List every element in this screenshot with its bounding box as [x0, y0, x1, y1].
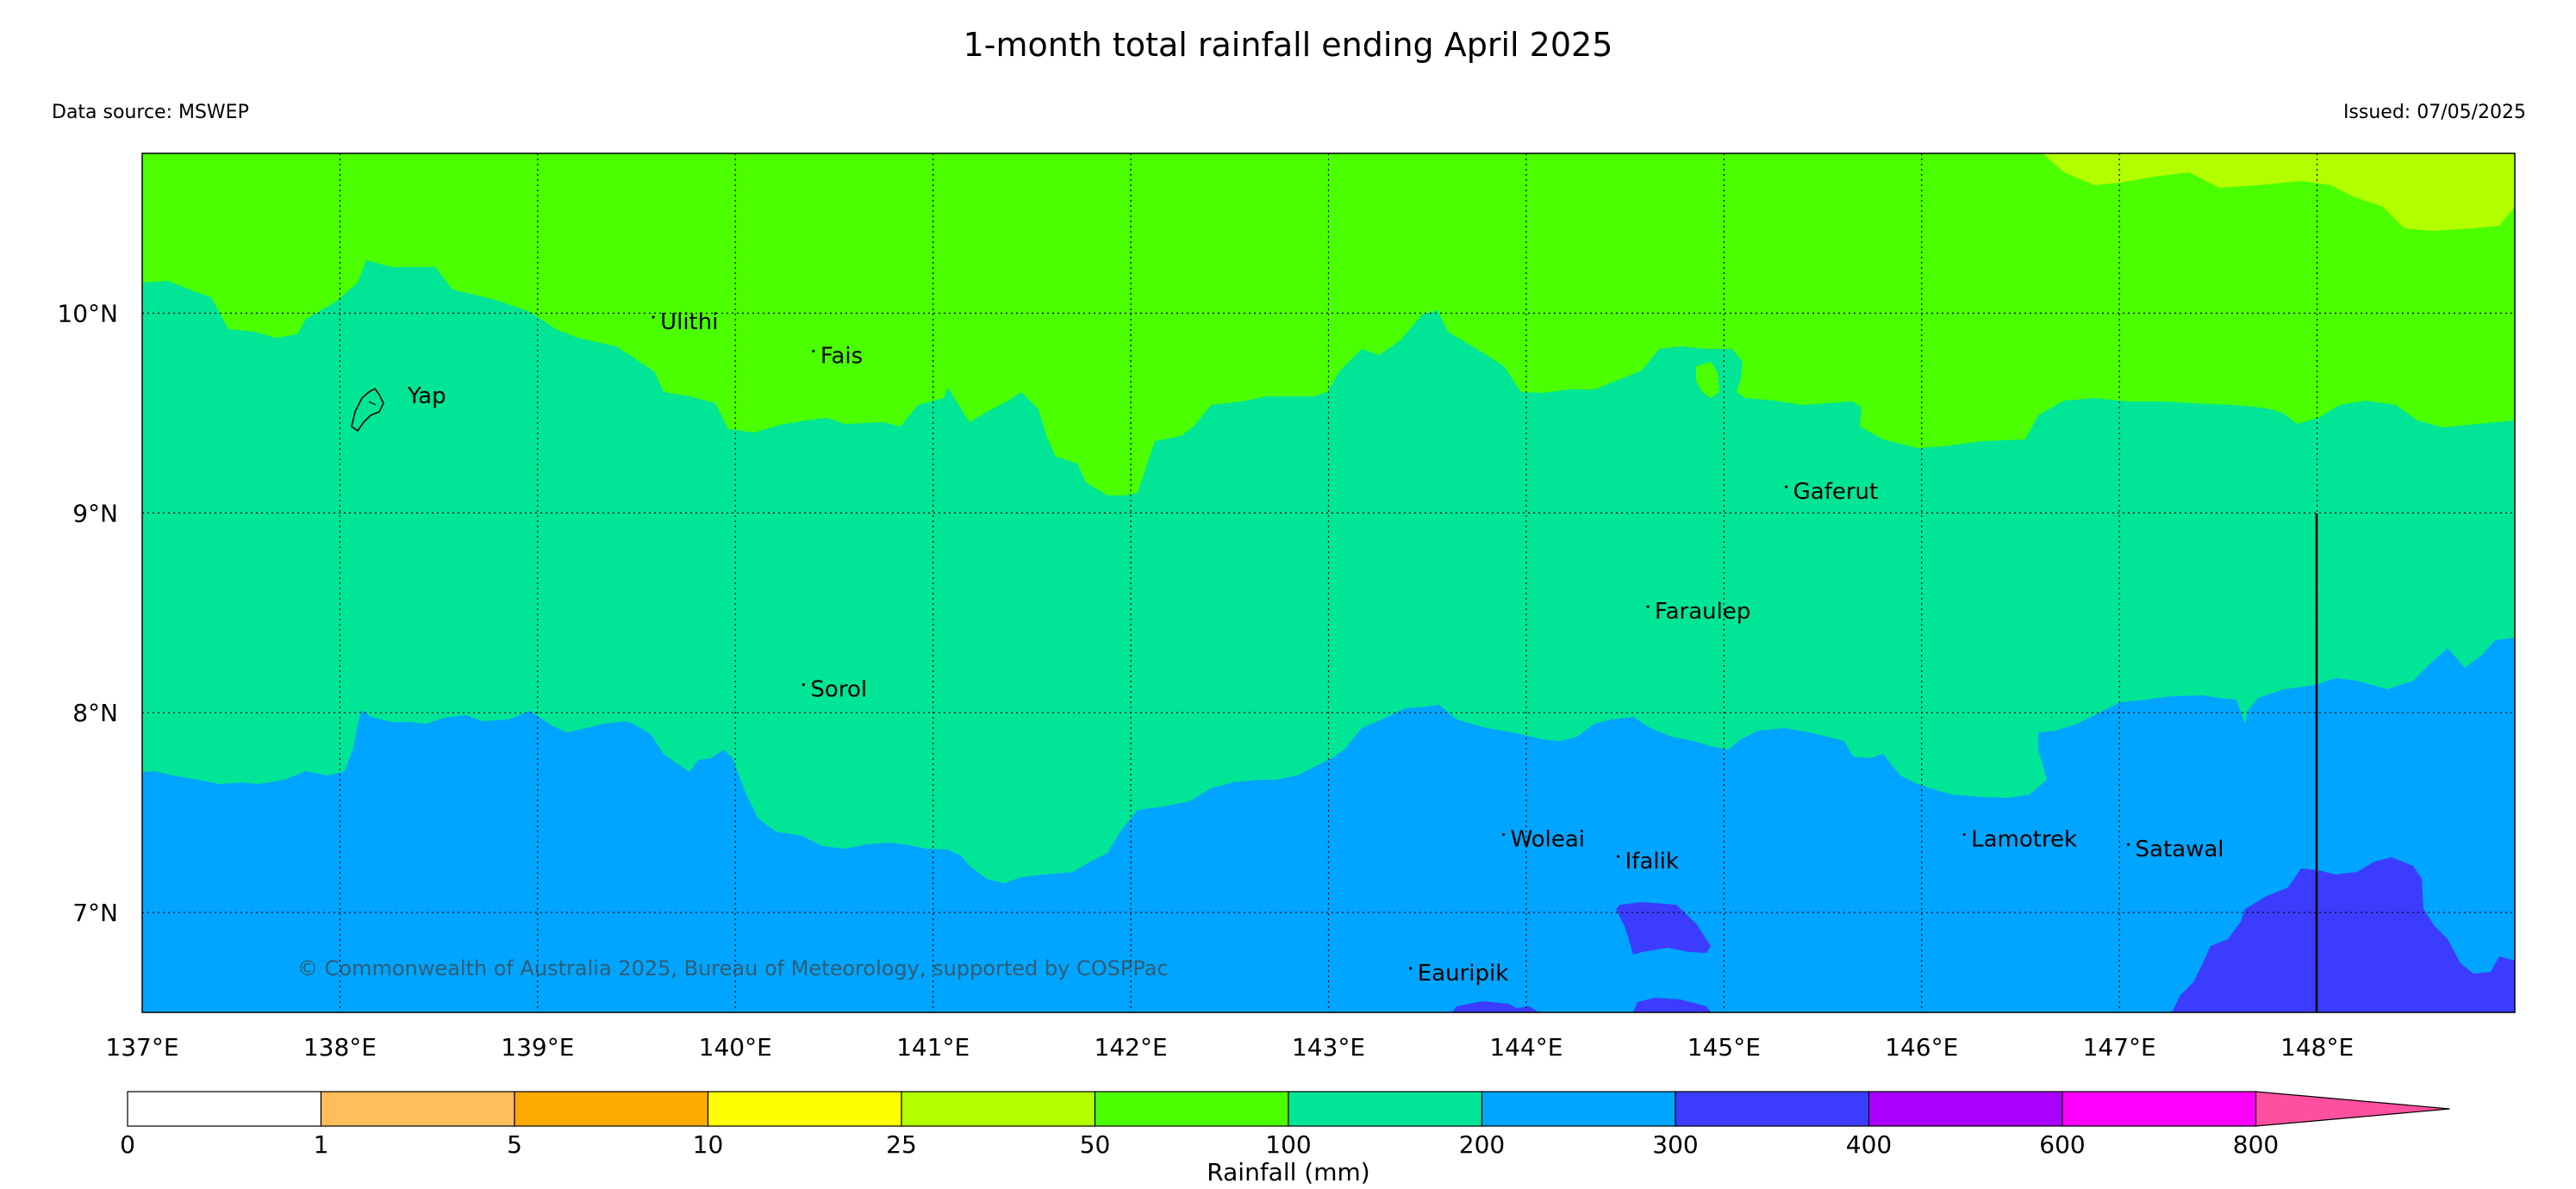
longitude-tick-label: 142°E	[1095, 1033, 1168, 1061]
colorbar-cell	[707, 1091, 902, 1127]
island-marker	[1646, 605, 1650, 608]
island-marker	[812, 349, 815, 353]
colorbar-tick-label: 800	[2233, 1130, 2279, 1159]
issued-date-text: Issued: 07/05/2025	[2342, 102, 2526, 123]
colorbar-tick-label: 1	[314, 1130, 329, 1159]
island-marker	[1501, 832, 1506, 837]
colorbar-tick-label: 5	[507, 1130, 522, 1159]
colorbar-cell	[514, 1091, 709, 1127]
colorbar-cell	[1868, 1091, 2063, 1127]
yap-island-outline	[351, 387, 384, 433]
island-marker	[652, 315, 655, 319]
map-title: 1-month total rainfall ending April 2025	[963, 26, 1613, 64]
island-label: Fais	[820, 343, 863, 369]
island-marker	[2126, 843, 2130, 846]
colorbar-cell	[2061, 1091, 2257, 1127]
island-label: Ulithi	[660, 309, 718, 335]
latitude-tick-label: 8°N	[72, 699, 118, 727]
colorbar-tick-label: 25	[886, 1130, 917, 1159]
longitude-axis: 137°E 138°E 139°E 140°E 141°E 142°E 143°E 144°E…	[105, 1033, 2354, 1061]
data-source-text: Data source: MSWEP	[52, 102, 249, 123]
colorbar-tick-label: 300	[1652, 1130, 1698, 1159]
latitude-axis: 10°N 9°N 8°N 7°N	[57, 299, 118, 927]
island-label: Eauripik	[1418, 961, 1509, 987]
latitude-tick-label: 10°N	[57, 299, 118, 327]
colorbar-cell	[1288, 1091, 1483, 1127]
island-marker	[1962, 832, 1966, 837]
colorbar-ticks: 0 1 5 10 25 50 100 200 300 400 600 800	[120, 1130, 2279, 1159]
zone-50-100-patch	[1696, 362, 1719, 398]
zone-300-400-south-b	[1633, 998, 1711, 1012]
colorbar-cell	[127, 1091, 322, 1127]
longitude-tick-label: 143°E	[1292, 1033, 1365, 1061]
colorbar-tick-label: 200	[1459, 1130, 1505, 1159]
colorbar-tick-label: 600	[2039, 1130, 2085, 1159]
longitude-tick-label: 146°E	[1885, 1033, 1958, 1061]
zone-300-400-south-a	[1452, 1001, 1538, 1012]
longitude-tick-label: 137°E	[105, 1033, 178, 1061]
longitude-tick-label: 138°E	[303, 1033, 377, 1061]
copyright-notice: © Commonwealth of Australia 2025, Bureau…	[297, 956, 1169, 980]
island-marker	[801, 683, 806, 687]
longitude-tick-label: 147°E	[2083, 1033, 2156, 1061]
island-label: Woleai	[1511, 827, 1585, 853]
island-marker	[1785, 485, 1788, 489]
longitude-tick-label: 144°E	[1489, 1033, 1562, 1061]
island-label: Yap	[407, 383, 446, 409]
colorbar-cells	[127, 1091, 2450, 1127]
colorbar-extension	[2255, 1091, 2450, 1127]
zone-300-400-east	[2172, 857, 2515, 1012]
map-frame	[141, 153, 2516, 1013]
zone-300-400-ifalik	[1616, 902, 1711, 955]
colorbar-tick-label: 10	[693, 1130, 724, 1159]
longitude-tick-label: 139°E	[501, 1033, 574, 1061]
island-label: Gaferut	[1793, 479, 1879, 505]
longitude-tick-label: 141°E	[896, 1033, 970, 1061]
longitude-tick-label: 148°E	[2280, 1033, 2354, 1061]
colorbar-tick-label: 50	[1080, 1130, 1111, 1159]
zone-25-50	[2043, 153, 2515, 231]
island-labels: Yap Ulithi Fais Gaferut Faraulep Sorol Woleai I…	[407, 309, 2224, 987]
island-label: Sorol	[810, 677, 867, 703]
island-label: Lamotrek	[1971, 827, 2077, 853]
colorbar-tick-label: 100	[1265, 1130, 1311, 1159]
colorbar-cell	[320, 1091, 515, 1127]
island-label: Satawal	[2136, 837, 2224, 862]
island-marker	[1409, 967, 1413, 970]
island-label: Faraulep	[1655, 599, 1750, 625]
colorbar-cell	[1675, 1091, 1870, 1127]
colorbar-cell	[901, 1091, 1096, 1127]
longitude-tick-label: 140°E	[699, 1033, 772, 1061]
colorbar-cell	[1481, 1091, 1676, 1127]
colorbar-tick-label: 0	[120, 1130, 135, 1159]
colorbar-tick-label: 400	[1846, 1130, 1892, 1159]
longitude-tick-label: 145°E	[1687, 1033, 1761, 1061]
colorbar-cell	[1094, 1091, 1289, 1127]
island-label: Ifalik	[1625, 849, 1679, 875]
latitude-tick-label: 9°N	[72, 499, 118, 527]
latitude-tick-label: 7°N	[72, 899, 118, 927]
colorbar-label: Rainfall (mm)	[1207, 1158, 1369, 1186]
island-marker	[1617, 855, 1620, 858]
